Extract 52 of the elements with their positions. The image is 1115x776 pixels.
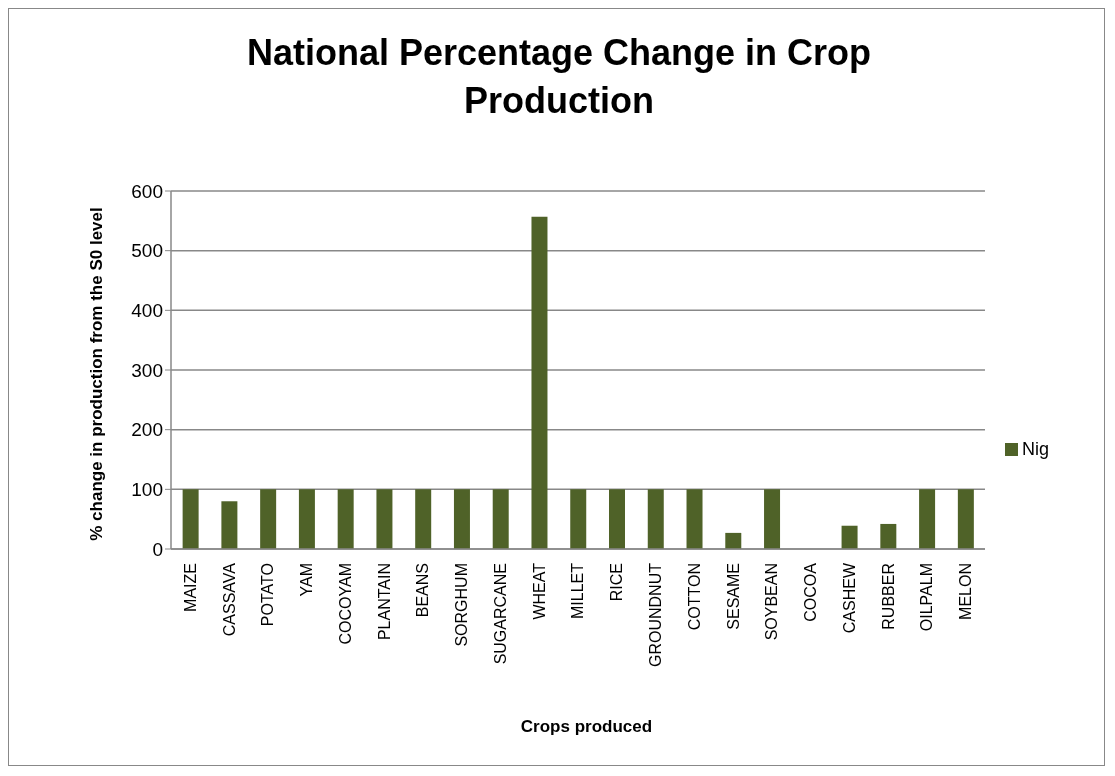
x-tick-label: RUBBER [879, 563, 897, 630]
bar [298, 489, 315, 549]
y-tick-label: 500 [131, 240, 163, 262]
y-tick-label: 600 [131, 180, 163, 202]
bar [376, 489, 393, 549]
x-tick-label: WHEAT [530, 562, 548, 620]
x-tick-label: SUGARCANE [491, 563, 509, 665]
x-tick-label: COCOYAM [336, 563, 354, 645]
bar [221, 501, 238, 549]
bar [725, 532, 742, 549]
bar [260, 489, 277, 549]
y-tick-label: 300 [131, 359, 163, 381]
x-tick-label: PLANTAIN [375, 563, 393, 641]
x-axis-title: Crops produced [519, 717, 654, 737]
x-tick-label: SORGHUM [453, 563, 471, 647]
bar [880, 523, 897, 549]
x-tick-label: GROUNDNUT [647, 562, 665, 667]
y-tick-label: 100 [131, 479, 163, 501]
bar [764, 489, 781, 549]
x-tick-label: CASHEW [840, 562, 858, 634]
bar [570, 489, 587, 549]
chart-title: National Percentage Change in Crop Production [245, 31, 873, 123]
bar [957, 489, 974, 549]
y-tick-label: 0 [152, 538, 163, 560]
bar [647, 489, 664, 549]
bar [337, 489, 354, 549]
x-tick-label: YAM [298, 563, 316, 597]
y-tick-label: 400 [131, 300, 163, 322]
x-tick-label: MAIZE [181, 563, 199, 612]
x-tick-label: OILPALM [918, 563, 936, 632]
x-tick-label: SESAME [724, 563, 742, 630]
bar [492, 489, 509, 549]
bar [919, 489, 936, 549]
bar [453, 489, 470, 549]
bar [609, 489, 625, 549]
bar [841, 525, 858, 549]
y-axis-title: % change in production from the S0 level [87, 207, 107, 541]
legend-label: Nig [1021, 438, 1049, 459]
x-tick-label: BEANS [414, 563, 432, 618]
x-tick-label: COCOA [802, 562, 820, 622]
x-tick-label: COTTON [685, 563, 703, 631]
x-tick-label: MILLET [569, 562, 587, 620]
bar [182, 489, 199, 549]
x-tick-label: POTATO [259, 563, 277, 627]
bar [531, 216, 548, 549]
bar [686, 489, 703, 549]
x-tick-label: SOYBEAN [763, 563, 781, 641]
bar [415, 489, 432, 549]
x-tick-label: CASSAVA [220, 562, 238, 637]
y-tick-label: 200 [131, 419, 163, 441]
x-tick-label: MELON [957, 563, 975, 620]
x-tick-label: RICE [608, 563, 626, 602]
